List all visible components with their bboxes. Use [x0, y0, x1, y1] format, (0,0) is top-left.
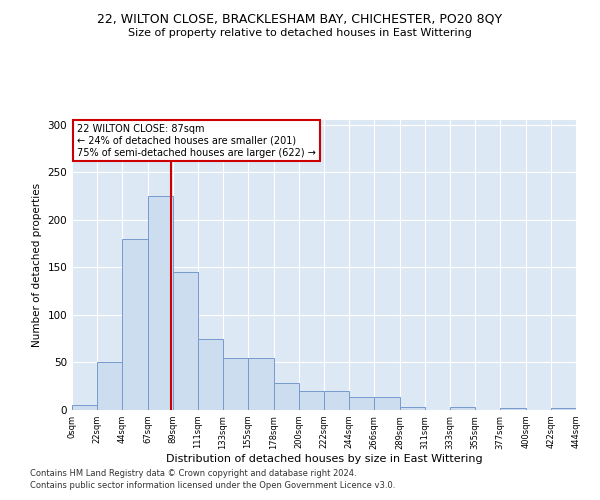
Text: 22 WILTON CLOSE: 87sqm
← 24% of detached houses are smaller (201)
75% of semi-de: 22 WILTON CLOSE: 87sqm ← 24% of detached… — [77, 124, 316, 158]
Bar — [223, 358, 248, 410]
X-axis label: Distribution of detached houses by size in East Wittering: Distribution of detached houses by size … — [166, 454, 482, 464]
Bar — [450, 407, 475, 410]
Bar — [324, 391, 349, 410]
Text: Size of property relative to detached houses in East Wittering: Size of property relative to detached ho… — [128, 28, 472, 38]
Bar — [148, 196, 173, 410]
Bar — [72, 405, 97, 410]
Text: Contains HM Land Registry data © Crown copyright and database right 2024.: Contains HM Land Registry data © Crown c… — [30, 468, 356, 477]
Bar — [122, 239, 148, 410]
Bar — [400, 407, 425, 410]
Bar — [248, 358, 274, 410]
Bar — [274, 384, 299, 410]
Text: Contains public sector information licensed under the Open Government Licence v3: Contains public sector information licen… — [30, 481, 395, 490]
Bar — [374, 396, 400, 410]
Bar — [349, 396, 374, 410]
Bar — [551, 408, 576, 410]
Bar — [500, 408, 526, 410]
Bar — [97, 362, 122, 410]
Y-axis label: Number of detached properties: Number of detached properties — [32, 183, 42, 347]
Bar — [173, 272, 198, 410]
Text: 22, WILTON CLOSE, BRACKLESHAM BAY, CHICHESTER, PO20 8QY: 22, WILTON CLOSE, BRACKLESHAM BAY, CHICH… — [97, 12, 503, 26]
Bar — [198, 338, 223, 410]
Bar — [299, 391, 324, 410]
